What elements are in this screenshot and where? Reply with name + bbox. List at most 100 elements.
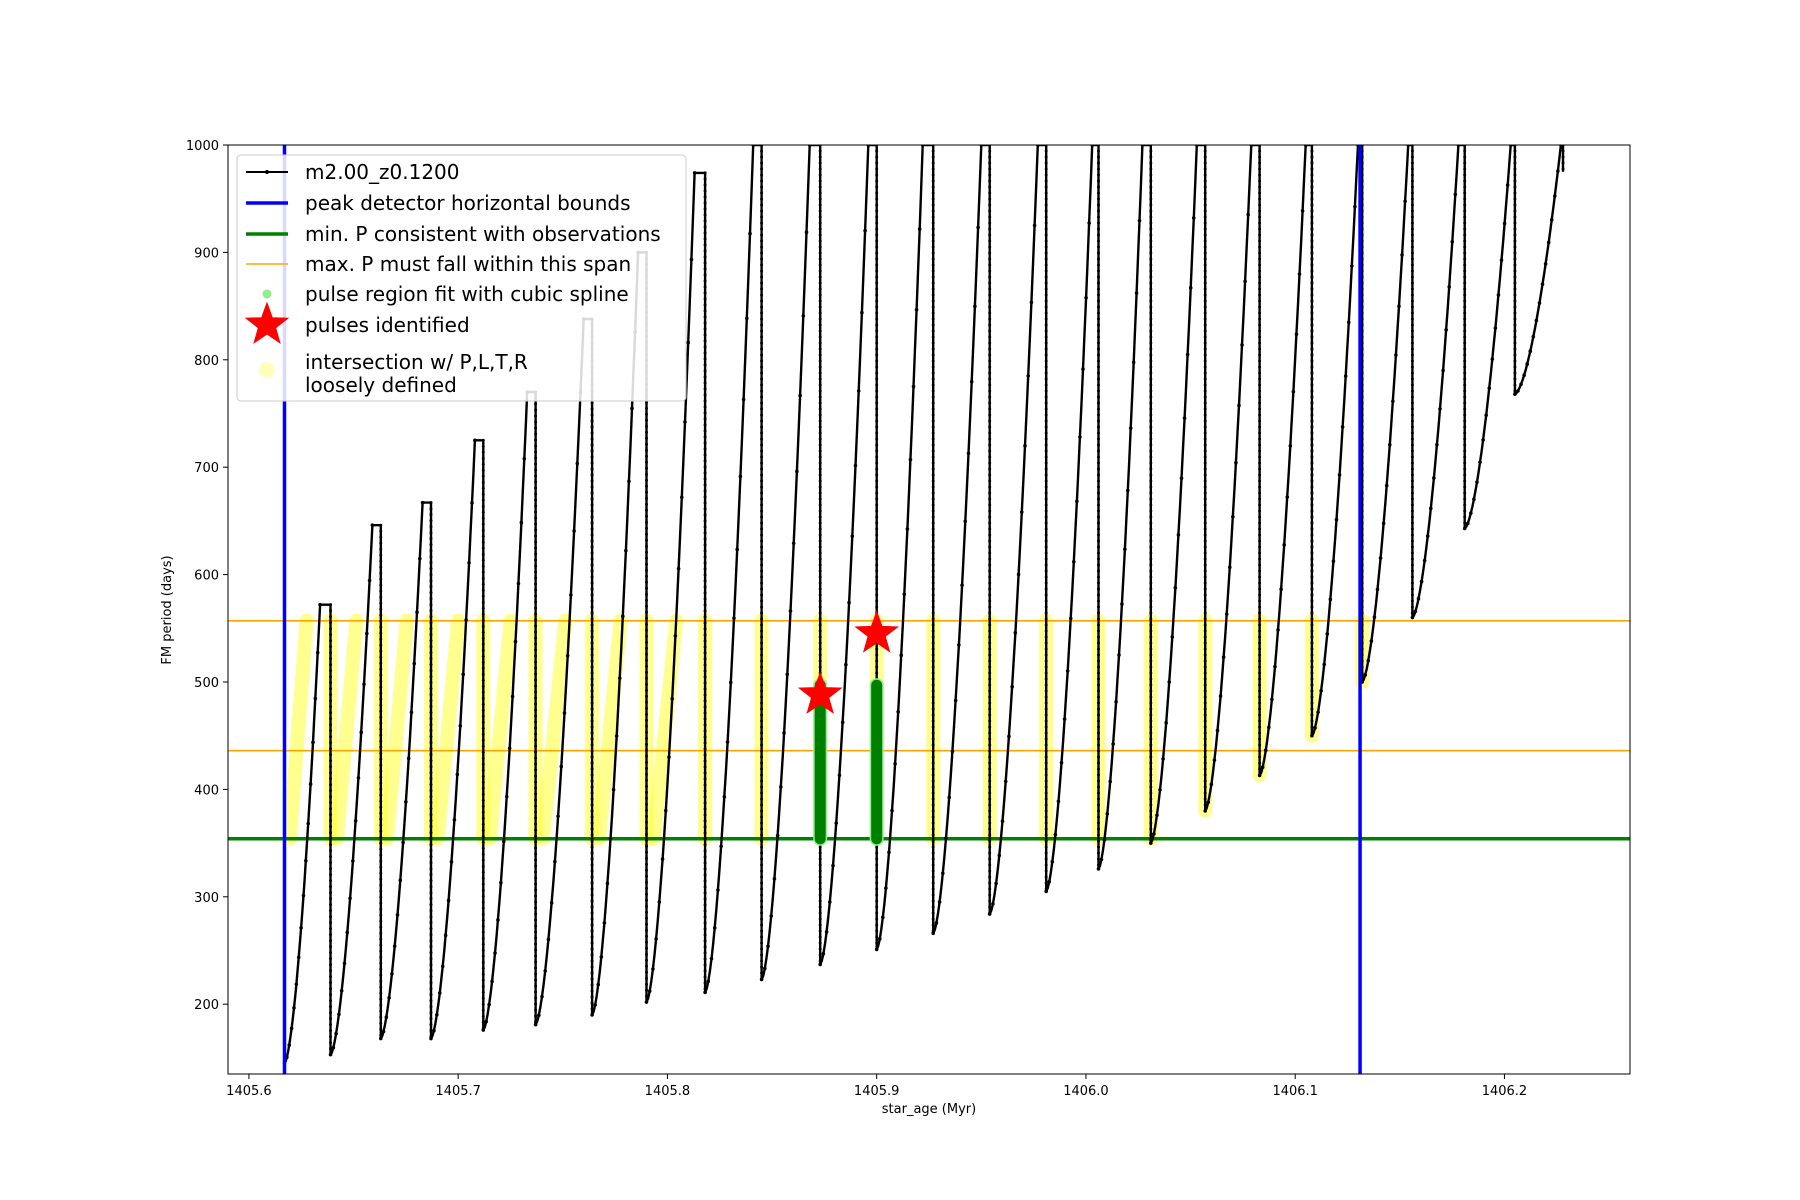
data-point xyxy=(818,479,822,483)
data-point xyxy=(590,581,594,585)
data-point xyxy=(1203,713,1207,717)
data-point xyxy=(931,821,935,825)
data-point xyxy=(1203,341,1207,345)
data-point xyxy=(1149,707,1153,711)
data-point xyxy=(1258,515,1262,519)
data-point xyxy=(1096,563,1100,567)
data-point xyxy=(988,431,992,435)
data-point xyxy=(1513,239,1517,243)
data-point xyxy=(429,945,433,949)
data-point xyxy=(760,671,764,675)
data-point xyxy=(818,401,822,405)
data-point xyxy=(429,765,433,769)
data-point xyxy=(429,687,433,691)
data-point xyxy=(549,901,554,905)
data-point xyxy=(534,618,538,622)
data-point xyxy=(1149,203,1153,207)
data-point xyxy=(1044,221,1048,225)
data-point xyxy=(1203,503,1207,507)
data-point xyxy=(760,737,764,741)
data-point xyxy=(1410,203,1414,207)
data-point xyxy=(703,891,707,895)
data-point xyxy=(760,149,764,153)
data-point xyxy=(590,953,594,957)
data-point xyxy=(345,930,350,935)
data-point xyxy=(534,576,538,580)
data-point xyxy=(931,809,935,813)
data-point xyxy=(1258,491,1262,495)
data-point xyxy=(818,665,822,669)
data-point xyxy=(988,407,992,411)
data-point xyxy=(931,305,935,309)
data-point xyxy=(760,935,764,939)
data-point xyxy=(760,659,764,663)
data-point xyxy=(1044,839,1048,843)
data-point xyxy=(890,808,894,813)
data-point xyxy=(875,569,879,573)
data-point xyxy=(1203,335,1207,339)
data-point xyxy=(931,611,935,615)
data-point xyxy=(1410,479,1414,483)
data-point xyxy=(1310,257,1314,261)
data-point xyxy=(1149,263,1153,267)
data-point xyxy=(1410,329,1414,333)
data-point xyxy=(875,263,879,267)
data-point xyxy=(931,545,935,549)
data-point xyxy=(1513,347,1517,351)
data-point xyxy=(329,903,333,907)
data-point xyxy=(1282,543,1286,547)
data-point xyxy=(988,881,992,885)
data-point xyxy=(645,724,649,728)
data-point xyxy=(645,466,649,470)
data-point xyxy=(1463,455,1467,459)
data-point xyxy=(590,401,594,405)
data-point xyxy=(931,239,935,243)
data-point xyxy=(1149,167,1153,171)
data-point xyxy=(1131,360,1136,365)
data-point xyxy=(760,191,764,195)
data-point xyxy=(534,504,538,508)
data-point xyxy=(608,837,613,841)
data-point xyxy=(1310,713,1314,717)
data-point xyxy=(875,647,879,651)
data-point xyxy=(1513,371,1517,375)
data-point xyxy=(1203,497,1207,501)
data-point xyxy=(1310,587,1314,591)
data-point xyxy=(534,492,538,496)
data-point xyxy=(703,879,707,883)
data-point xyxy=(481,822,485,826)
data-point xyxy=(988,647,992,651)
data-point xyxy=(1310,569,1314,573)
data-point xyxy=(534,768,538,772)
data-point xyxy=(1068,616,1073,621)
data-point xyxy=(329,897,333,901)
data-point xyxy=(801,313,806,318)
data-point xyxy=(1044,527,1048,531)
data-point xyxy=(329,873,333,877)
data-point xyxy=(1050,859,1055,864)
data-point xyxy=(534,564,538,568)
data-point xyxy=(931,293,935,297)
data-point xyxy=(1310,659,1314,663)
data-point xyxy=(590,425,594,429)
data-point xyxy=(703,237,707,241)
data-point xyxy=(1149,515,1153,519)
data-point xyxy=(1203,299,1207,303)
data-point xyxy=(1505,183,1510,187)
data-point xyxy=(481,876,485,880)
data-point xyxy=(379,751,383,755)
data-point xyxy=(1149,155,1153,159)
data-point xyxy=(875,503,879,507)
data-point xyxy=(703,723,707,727)
data-point xyxy=(748,231,752,236)
data-point xyxy=(760,155,764,159)
data-point xyxy=(481,966,485,970)
data-point xyxy=(988,497,992,501)
data-point xyxy=(429,825,433,829)
data-point xyxy=(931,149,935,153)
data-point xyxy=(1513,275,1517,279)
data-point xyxy=(429,783,433,787)
data-point xyxy=(645,874,649,878)
data-point xyxy=(1537,301,1542,305)
data-point xyxy=(1258,635,1262,639)
